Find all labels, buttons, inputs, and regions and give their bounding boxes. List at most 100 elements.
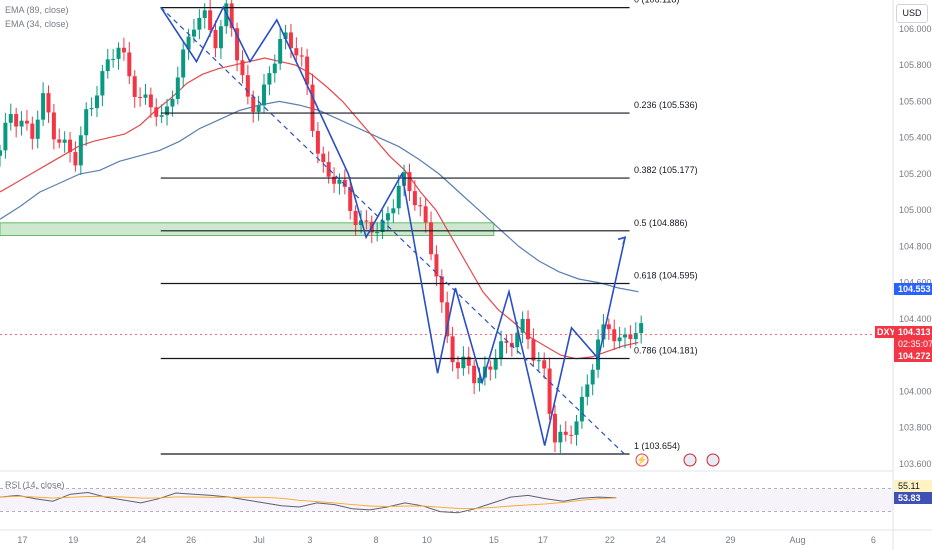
candle[interactable]: [132, 76, 137, 97]
candle[interactable]: [24, 120, 29, 124]
candle[interactable]: [89, 108, 94, 110]
candle[interactable]: [51, 112, 56, 140]
candle[interactable]: [62, 139, 67, 143]
candle[interactable]: [208, 10, 213, 31]
candle[interactable]: [240, 60, 245, 76]
candle[interactable]: [542, 360, 547, 369]
candle[interactable]: [170, 98, 175, 107]
candle[interactable]: [434, 254, 439, 277]
candle[interactable]: [439, 276, 444, 303]
candle[interactable]: [272, 63, 277, 74]
candle[interactable]: [466, 356, 471, 366]
candle[interactable]: [579, 396, 584, 422]
candle[interactable]: [165, 106, 170, 116]
candle[interactable]: [450, 336, 455, 363]
candle[interactable]: [116, 47, 121, 59]
candle[interactable]: [127, 52, 132, 77]
candle[interactable]: [364, 220, 369, 222]
event-flash-icon[interactable]: [635, 453, 649, 467]
candle[interactable]: [606, 324, 611, 330]
candle[interactable]: [445, 302, 450, 337]
candle[interactable]: [639, 323, 644, 334]
harmonic-pattern[interactable]: [160, 5, 626, 446]
candle[interactable]: [191, 29, 196, 37]
candle[interactable]: [3, 122, 8, 151]
candle[interactable]: [100, 71, 105, 96]
candle[interactable]: [493, 358, 498, 370]
candle[interactable]: [105, 59, 110, 72]
candle[interactable]: [504, 341, 509, 343]
candle[interactable]: [262, 84, 267, 106]
candle[interactable]: [213, 30, 218, 49]
support-zone[interactable]: [0, 222, 495, 236]
candle[interactable]: [94, 95, 99, 109]
candle[interactable]: [515, 332, 520, 348]
candle[interactable]: [520, 318, 525, 333]
candle[interactable]: [332, 176, 337, 184]
candle[interactable]: [305, 56, 310, 85]
candle[interactable]: [14, 113, 19, 127]
candle[interactable]: [547, 368, 552, 414]
candle[interactable]: [181, 49, 186, 78]
candle[interactable]: [30, 123, 35, 139]
candle[interactable]: [41, 93, 46, 120]
candle[interactable]: [310, 84, 315, 131]
candle[interactable]: [526, 318, 531, 340]
candle[interactable]: [391, 208, 396, 214]
candle[interactable]: [143, 94, 148, 98]
candle[interactable]: [175, 77, 180, 99]
candle[interactable]: [623, 334, 628, 338]
candle[interactable]: [402, 172, 407, 186]
candle[interactable]: [488, 366, 493, 370]
us-flag-icon[interactable]: [706, 453, 720, 467]
candle[interactable]: [407, 172, 412, 192]
candle[interactable]: [186, 36, 191, 50]
candle[interactable]: [68, 139, 73, 153]
candle[interactable]: [617, 337, 622, 342]
candle[interactable]: [294, 48, 299, 56]
currency-button[interactable]: USD: [896, 4, 928, 23]
ema34-line[interactable]: [0, 57, 639, 360]
candle[interactable]: [412, 191, 417, 206]
candle[interactable]: [202, 10, 207, 18]
candle[interactable]: [288, 32, 293, 49]
candle[interactable]: [138, 96, 143, 98]
candle[interactable]: [563, 431, 568, 435]
candle[interactable]: [278, 38, 283, 64]
candle[interactable]: [472, 365, 477, 384]
candle[interactable]: [423, 206, 428, 223]
candle[interactable]: [256, 105, 261, 112]
candle[interactable]: [418, 205, 423, 207]
candle[interactable]: [396, 185, 401, 209]
candle[interactable]: [46, 93, 51, 113]
candle[interactable]: [499, 341, 504, 359]
candle[interactable]: [19, 120, 24, 127]
candle[interactable]: [0, 150, 2, 156]
legend-ema34[interactable]: EMA (34, close): [5, 19, 69, 29]
candle[interactable]: [321, 153, 326, 163]
candle[interactable]: [326, 162, 331, 177]
candle[interactable]: [633, 333, 638, 340]
candle[interactable]: [558, 431, 563, 443]
candle[interactable]: [342, 179, 347, 187]
candle[interactable]: [531, 339, 536, 361]
candle[interactable]: [569, 434, 574, 436]
candle[interactable]: [245, 75, 250, 97]
candle[interactable]: [84, 109, 89, 136]
candle[interactable]: [121, 47, 126, 53]
candle[interactable]: [477, 377, 482, 384]
legend-ema89[interactable]: EMA (89, close): [5, 5, 69, 15]
candle[interactable]: [348, 186, 353, 211]
candle[interactable]: [229, 3, 234, 29]
candle[interactable]: [353, 210, 358, 226]
candle[interactable]: [461, 356, 466, 369]
candle[interactable]: [111, 58, 116, 60]
candle[interactable]: [235, 28, 240, 61]
candle[interactable]: [574, 421, 579, 435]
candle[interactable]: [358, 220, 363, 226]
candle[interactable]: [57, 139, 62, 143]
candle[interactable]: [35, 119, 40, 139]
rsi-smoothing-line[interactable]: [0, 495, 617, 509]
us-flag-icon[interactable]: [683, 453, 697, 467]
